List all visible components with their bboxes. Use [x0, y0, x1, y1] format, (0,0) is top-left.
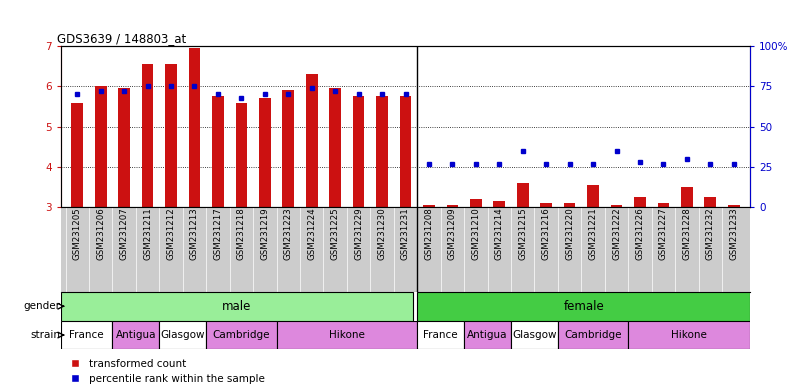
Text: Cambridge: Cambridge: [212, 330, 270, 340]
Bar: [658, 204, 669, 207]
Bar: [61, 321, 113, 349]
Bar: [728, 205, 740, 207]
Bar: [259, 99, 271, 207]
Bar: [417, 321, 464, 349]
Text: Hikone: Hikone: [329, 330, 365, 340]
Bar: [113, 321, 159, 349]
Text: GSM231219: GSM231219: [260, 207, 269, 260]
Bar: [95, 86, 106, 207]
Text: GSM231206: GSM231206: [97, 207, 105, 260]
Text: GSM231212: GSM231212: [166, 207, 175, 260]
Bar: [353, 96, 364, 207]
Bar: [681, 187, 693, 207]
Legend: transformed count, percentile rank within the sample: transformed count, percentile rank withi…: [66, 355, 269, 384]
Bar: [400, 96, 411, 207]
Bar: [511, 321, 558, 349]
Text: France: France: [69, 330, 104, 340]
Bar: [282, 91, 294, 207]
Text: France: France: [423, 330, 458, 340]
Text: GSM231216: GSM231216: [542, 207, 551, 260]
Bar: [165, 64, 177, 207]
Bar: [159, 321, 206, 349]
Bar: [376, 96, 388, 207]
Bar: [587, 185, 599, 207]
Text: strain: strain: [30, 330, 60, 340]
Bar: [493, 201, 505, 207]
Bar: [423, 205, 435, 207]
Text: GSM231215: GSM231215: [518, 207, 527, 260]
Text: male: male: [222, 300, 251, 313]
Bar: [306, 74, 318, 207]
Bar: [464, 321, 511, 349]
Bar: [705, 197, 716, 207]
Text: GSM231205: GSM231205: [73, 207, 82, 260]
Text: Antigua: Antigua: [116, 330, 156, 340]
Text: GSM231217: GSM231217: [213, 207, 222, 260]
Bar: [189, 48, 200, 207]
Bar: [558, 321, 629, 349]
Bar: [142, 64, 153, 207]
Bar: [71, 103, 83, 207]
Text: GSM231209: GSM231209: [448, 207, 457, 260]
Text: GSM231220: GSM231220: [565, 207, 574, 260]
Text: GSM231213: GSM231213: [190, 207, 199, 260]
Bar: [634, 197, 646, 207]
Text: GSM231208: GSM231208: [424, 207, 433, 260]
Text: gender: gender: [24, 301, 60, 311]
Text: GDS3639 / 148803_at: GDS3639 / 148803_at: [58, 32, 187, 45]
Bar: [206, 321, 277, 349]
Text: Glasgow: Glasgow: [161, 330, 205, 340]
Bar: [470, 199, 482, 207]
Bar: [329, 88, 341, 207]
Text: GSM231221: GSM231221: [589, 207, 598, 260]
Text: GSM231211: GSM231211: [143, 207, 152, 260]
Text: GSM231224: GSM231224: [307, 207, 316, 260]
Bar: [629, 321, 750, 349]
Bar: [277, 321, 417, 349]
Bar: [417, 292, 750, 321]
Text: GSM231227: GSM231227: [659, 207, 668, 260]
Bar: [235, 103, 247, 207]
Bar: [118, 88, 130, 207]
Text: GSM231210: GSM231210: [471, 207, 480, 260]
Text: GSM231222: GSM231222: [612, 207, 621, 260]
Text: GSM231232: GSM231232: [706, 207, 714, 260]
Text: GSM231230: GSM231230: [378, 207, 387, 260]
Bar: [212, 96, 224, 207]
Text: Antigua: Antigua: [467, 330, 508, 340]
Text: Cambridge: Cambridge: [564, 330, 622, 340]
Text: GSM231223: GSM231223: [284, 207, 293, 260]
Bar: [564, 204, 576, 207]
Text: GSM231207: GSM231207: [120, 207, 129, 260]
Bar: [611, 205, 622, 207]
Text: GSM231214: GSM231214: [495, 207, 504, 260]
Text: GSM231218: GSM231218: [237, 207, 246, 260]
Text: GSM231226: GSM231226: [636, 207, 645, 260]
Text: Glasgow: Glasgow: [513, 330, 556, 340]
Text: GSM231225: GSM231225: [331, 207, 340, 260]
Text: GSM231231: GSM231231: [401, 207, 410, 260]
Bar: [540, 204, 552, 207]
Text: female: female: [564, 300, 604, 313]
Text: GSM231229: GSM231229: [354, 207, 363, 260]
Bar: [447, 205, 458, 207]
Text: GSM231228: GSM231228: [682, 207, 691, 260]
Text: Hikone: Hikone: [672, 330, 707, 340]
Bar: [517, 183, 529, 207]
Text: GSM231233: GSM231233: [729, 207, 738, 260]
Bar: [61, 292, 413, 321]
